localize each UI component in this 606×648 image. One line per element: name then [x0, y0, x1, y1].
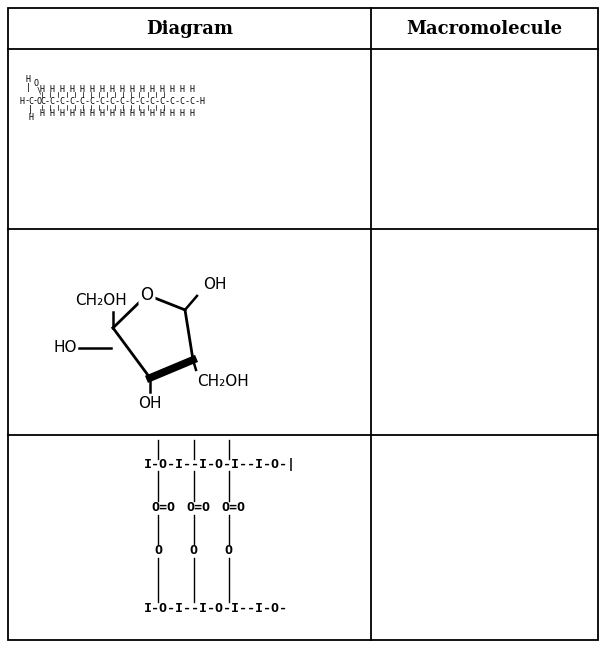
Text: O: O	[36, 97, 41, 106]
Text: OH: OH	[138, 396, 162, 411]
Text: H: H	[20, 97, 25, 106]
Text: O: O	[34, 78, 39, 87]
Text: Macromolecule: Macromolecule	[407, 19, 562, 38]
Text: -: -	[32, 97, 37, 106]
Text: H: H	[28, 113, 33, 122]
Text: C: C	[28, 97, 33, 106]
Text: C-C-C-C-C-C-C-C-C-C-C-C-C-C-C-C-H: C-C-C-C-C-C-C-C-C-C-C-C-C-C-C-C-H	[40, 97, 205, 106]
Text: O=O: O=O	[152, 501, 176, 514]
Text: H: H	[25, 75, 30, 84]
Text: I-O-I--I-O-I--I-O-|: I-O-I--I-O-I--I-O-|	[144, 458, 296, 471]
Text: HO: HO	[53, 340, 77, 355]
Text: O: O	[225, 544, 233, 557]
Text: CH₂OH: CH₂OH	[75, 293, 127, 308]
Text: O=O: O=O	[222, 501, 245, 514]
Text: O=O: O=O	[187, 501, 210, 514]
Text: Diagram: Diagram	[146, 19, 233, 38]
Text: O: O	[190, 544, 198, 557]
Text: CH₂OH: CH₂OH	[197, 374, 248, 389]
Text: -: -	[24, 97, 29, 106]
Text: H H H H H H H H H H H H H H H H: H H H H H H H H H H H H H H H H	[40, 109, 195, 117]
Text: O: O	[155, 544, 162, 557]
Text: H H H H H H H H H H H H H H H H: H H H H H H H H H H H H H H H H	[40, 85, 195, 93]
Text: I-O-I--I-O-I--I-O-: I-O-I--I-O-I--I-O-	[144, 601, 288, 614]
Text: |: |	[28, 104, 33, 113]
Text: |: |	[25, 82, 30, 91]
Text: O: O	[141, 286, 153, 304]
Text: \: \	[36, 87, 41, 96]
Text: OH: OH	[203, 277, 227, 292]
